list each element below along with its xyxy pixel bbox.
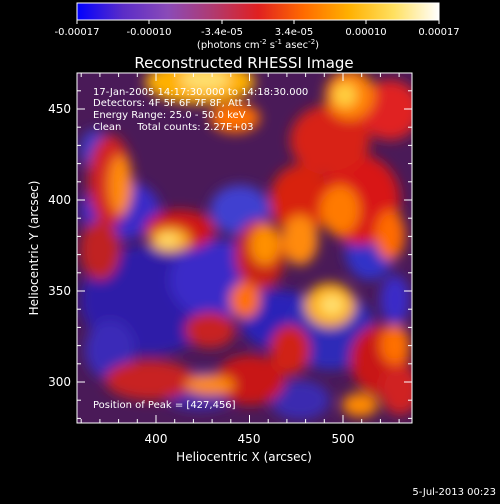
x-tick-label: 450 bbox=[238, 432, 261, 446]
colorbar-units: (photons cm-2 s-1 asec-2) bbox=[197, 38, 319, 51]
rhessi-image bbox=[80, 73, 412, 420]
y-tick-label: 300 bbox=[48, 375, 71, 389]
image-emission-blob bbox=[80, 220, 120, 280]
x-axis-label: Heliocentric X (arcsec) bbox=[176, 450, 312, 464]
image-emission-blob bbox=[342, 393, 378, 417]
x-tick-label: 500 bbox=[332, 432, 355, 446]
y-tick-label: 450 bbox=[48, 102, 71, 116]
observation-annotations: 17-Jan-2005 14:17:30.000 to 14:18:30.000… bbox=[93, 87, 308, 411]
image-emission-blob bbox=[270, 165, 330, 235]
y-tick-label: 400 bbox=[48, 193, 71, 207]
plot-title: Reconstructed RHESSI Image bbox=[134, 54, 353, 72]
image-emission-blob bbox=[333, 83, 357, 107]
colorbar-tick-label: 3.4e-05 bbox=[275, 27, 313, 38]
annotation-detectors: Detectors: 4F 5F 6F 7F 8F, Att 1 bbox=[93, 98, 252, 109]
annotation-peak-position: Position of Peak = [427,456] bbox=[93, 400, 236, 411]
y-axis-label: Heliocentric Y (arcsec) bbox=[27, 181, 41, 316]
image-emission-blob bbox=[210, 103, 260, 133]
footer-date: 5-Jul-2013 00:23 bbox=[412, 487, 496, 498]
image-emission-blob bbox=[108, 155, 132, 215]
colorbar-tick-label: 0.00017 bbox=[418, 27, 459, 38]
image-emission-blob bbox=[180, 73, 230, 90]
image-emission-blob bbox=[270, 380, 330, 420]
colorbar bbox=[76, 2, 440, 21]
colorbar-tick-label: -0.00010 bbox=[127, 27, 172, 38]
axis-ticks bbox=[77, 73, 412, 423]
image-emission-blob bbox=[185, 375, 235, 395]
annotation-algorithm-counts: Clean Total counts: 2.27E+03 bbox=[93, 122, 253, 133]
colorbar-tick-label: 0.00010 bbox=[345, 27, 386, 38]
y-tick-label: 350 bbox=[48, 284, 71, 298]
image-emission-blob bbox=[215, 355, 285, 405]
colorbar-tick-label: -0.00017 bbox=[55, 27, 100, 38]
image-emission-blob bbox=[380, 325, 410, 365]
x-tick-label: 400 bbox=[145, 432, 168, 446]
colorbar-ticks bbox=[76, 20, 440, 24]
image-emission-blob bbox=[290, 105, 370, 175]
image-emission-blob bbox=[185, 312, 235, 348]
image-emission-blob bbox=[380, 365, 412, 415]
annotation-energy-range: Energy Range: 25.0 - 50.0 keV bbox=[93, 110, 246, 121]
plot-frame bbox=[76, 72, 413, 424]
image-emission-blob bbox=[320, 295, 344, 315]
image-emission-blob bbox=[282, 215, 318, 265]
image-emission-blob bbox=[320, 185, 360, 235]
image-emission-blob bbox=[375, 210, 405, 260]
image-emission-blob bbox=[158, 234, 178, 246]
image-emission-blob bbox=[380, 275, 410, 325]
image-emission-blob bbox=[230, 282, 260, 318]
colorbar-tick-label: -3.4e-05 bbox=[201, 27, 243, 38]
annotation-time-range: 17-Jan-2005 14:17:30.000 to 14:18:30.000 bbox=[93, 87, 308, 98]
colorbar-tick-labels: -0.00017 -0.00010 -3.4e-05 3.4e-05 0.000… bbox=[55, 27, 460, 38]
image-emission-blob bbox=[250, 225, 280, 265]
image-emission-blob bbox=[105, 360, 195, 400]
image-emission-blob bbox=[270, 325, 310, 375]
